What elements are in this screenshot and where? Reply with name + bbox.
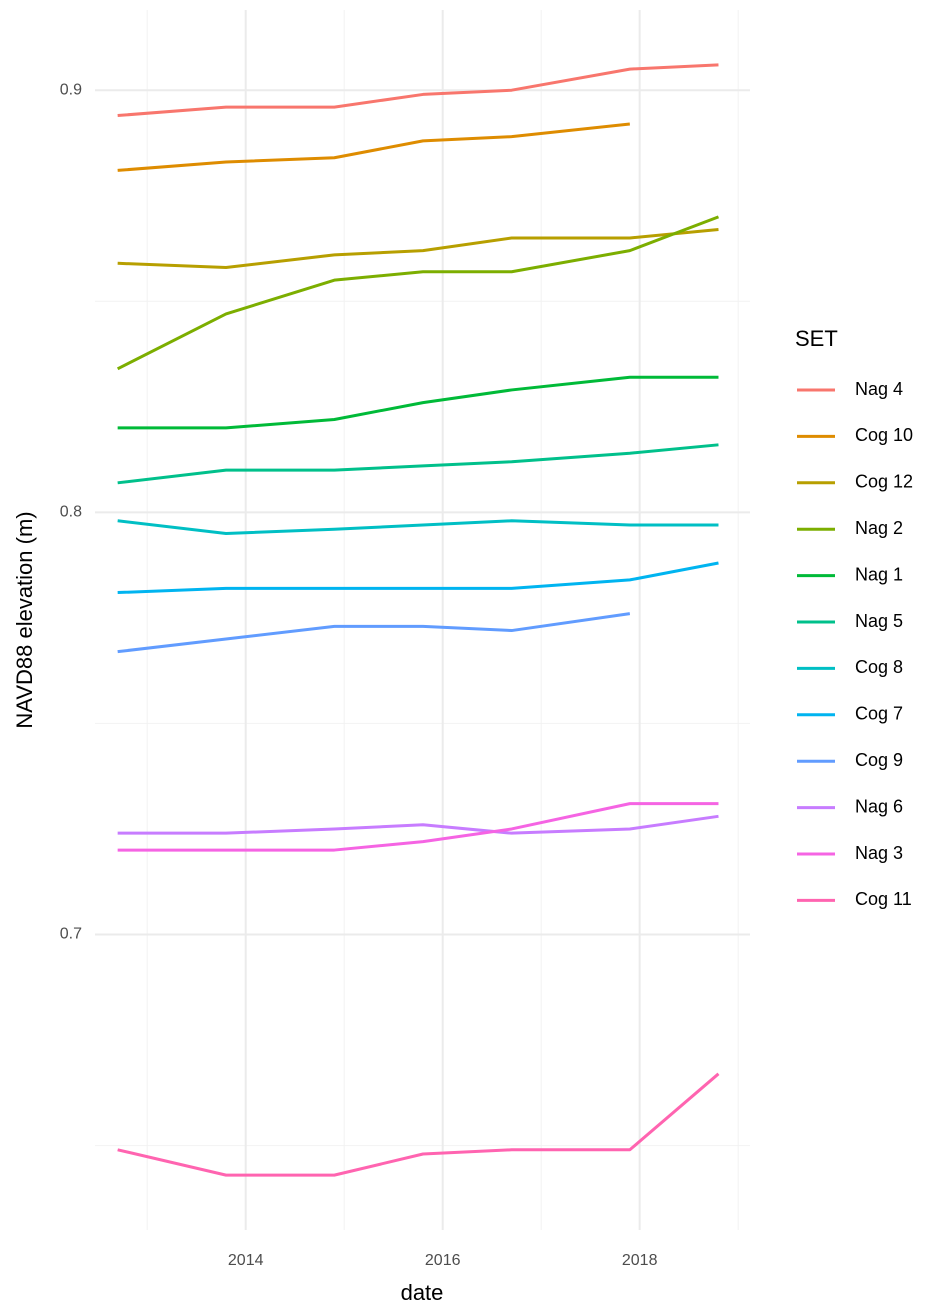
- legend-label: Cog 12: [855, 472, 913, 492]
- legend-label: Nag 1: [855, 564, 903, 584]
- series-line: [117, 443, 719, 485]
- grid: [95, 10, 750, 1230]
- y-tick-label: 0.7: [60, 926, 82, 943]
- legend-label: Cog 10: [855, 425, 913, 445]
- x-tick-label: 2018: [622, 1252, 658, 1269]
- legend-title: SET: [795, 326, 838, 351]
- series-line: [117, 375, 719, 430]
- series-line: [117, 228, 719, 270]
- legend-label: Nag 6: [855, 796, 903, 816]
- legend-label: Nag 2: [855, 518, 903, 538]
- y-tick-label: 0.9: [60, 81, 82, 98]
- x-tick-label: 2014: [228, 1252, 264, 1269]
- series-line: [117, 814, 719, 835]
- series-line: [117, 63, 719, 118]
- series-line: [117, 561, 719, 595]
- series-line: [117, 122, 630, 172]
- series-line: [117, 802, 719, 852]
- y-axis-title: NAVD88 elevation (m): [12, 511, 37, 728]
- legend-label: Nag 5: [855, 611, 903, 631]
- series-line: [117, 519, 719, 535]
- y-tick-label: 0.8: [60, 504, 82, 521]
- legend-label: Cog 8: [855, 657, 903, 677]
- x-axis-title: date: [401, 1280, 444, 1305]
- legend-label: Nag 3: [855, 843, 903, 863]
- legend-label: Nag 4: [855, 379, 903, 399]
- series-line: [116, 215, 720, 371]
- legend-label: Cog 11: [855, 889, 912, 909]
- x-tick-label: 2016: [425, 1252, 461, 1269]
- legend-label: Cog 9: [855, 750, 903, 770]
- series-line: [117, 612, 631, 654]
- legend-label: Cog 7: [855, 704, 903, 724]
- series-line: [117, 1072, 720, 1177]
